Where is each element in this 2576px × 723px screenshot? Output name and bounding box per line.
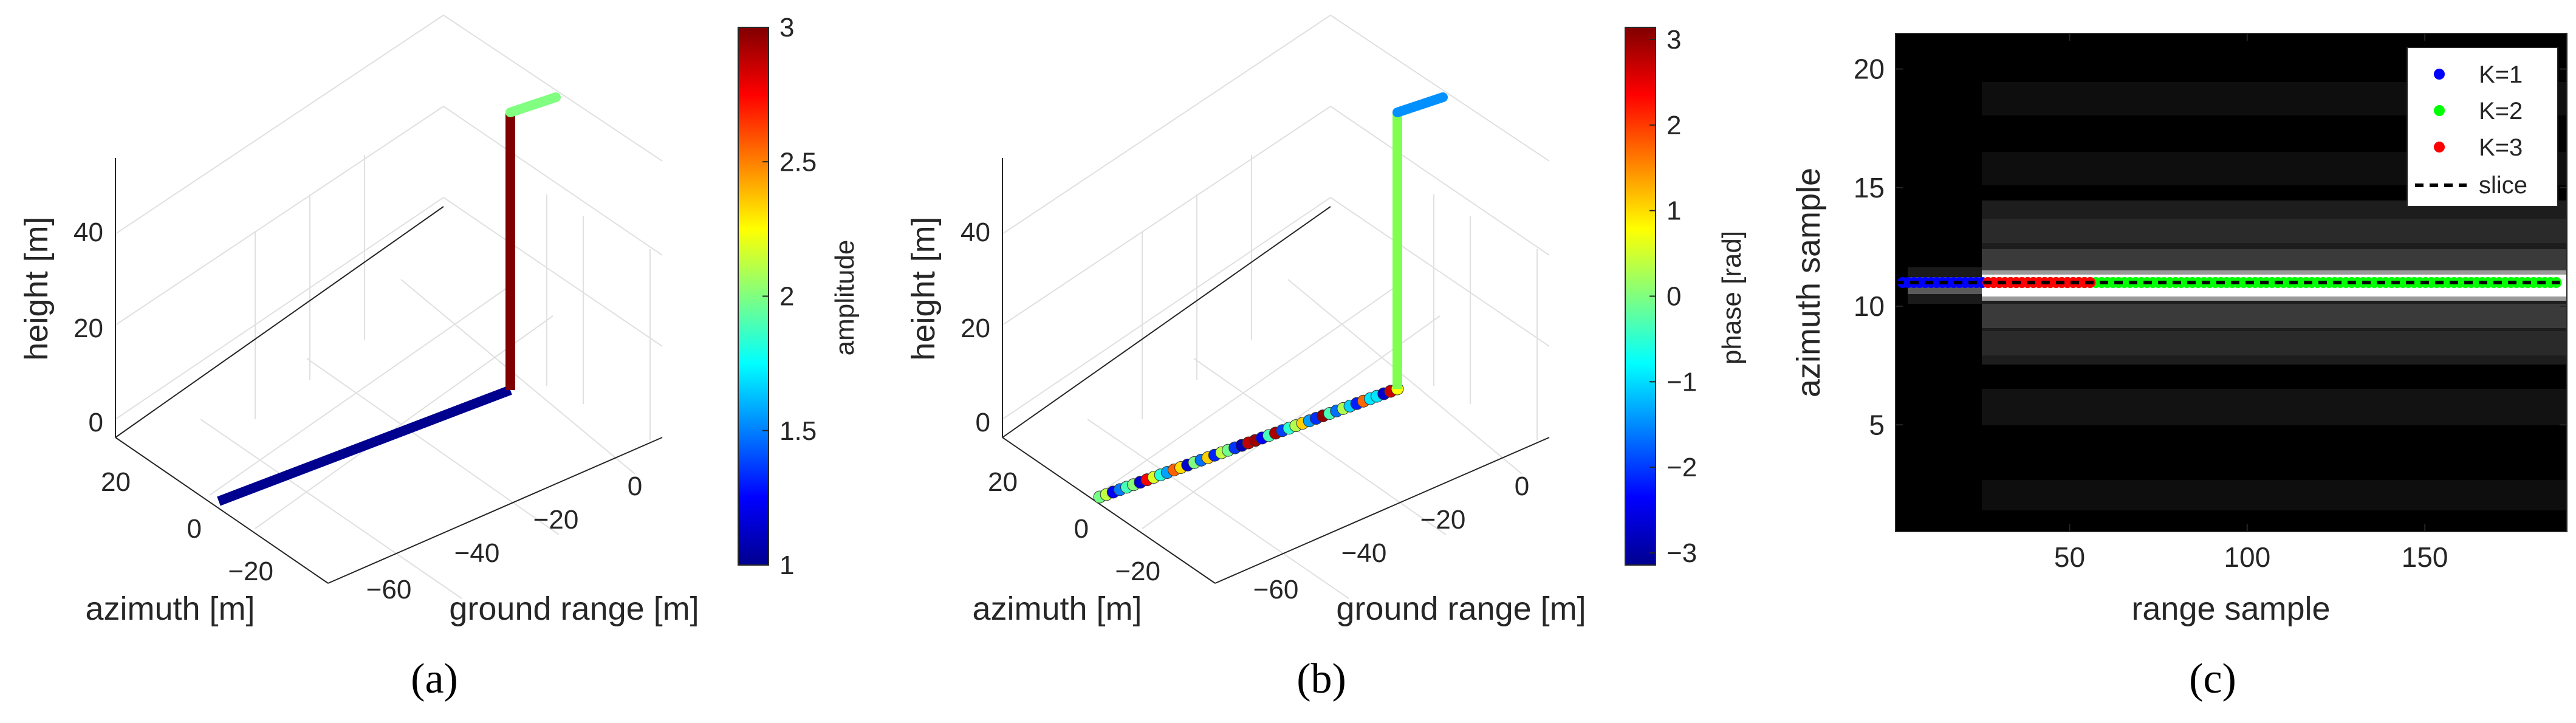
panel-c-xlabel: range sample <box>2131 591 2330 627</box>
panel-b-zlabel: height [m] <box>905 216 942 360</box>
x-tick-label: 100 <box>2224 541 2270 573</box>
panel-b-axes <box>1002 158 1550 584</box>
colorbar-tick-label: 1 <box>1667 196 1681 226</box>
panel-b-zlabel-tick: 20 <box>961 314 990 343</box>
panel-a-zlabel-tick: 0 <box>89 408 103 437</box>
y-tick-label: 10 <box>1854 290 1885 322</box>
panel-b-colorbar-label: phase [rad] <box>1717 231 1747 365</box>
panel-b-top-segment <box>1392 92 1448 117</box>
panel-a-top-segment <box>505 92 561 117</box>
panel-c-series <box>1896 277 2567 288</box>
y-tick-label: 15 <box>1854 172 1885 204</box>
colorbar-tick-label: 2 <box>1667 111 1681 140</box>
panel-b-ylabel: azimuth [m] <box>972 591 1142 627</box>
panel-c-ticks: 50 100 150 5 10 15 20 <box>1854 33 2567 573</box>
y-tick-label: 5 <box>1869 409 1885 440</box>
legend-label-slice: slice <box>2479 172 2527 199</box>
legend-marker-k2 <box>2434 105 2445 116</box>
panel-b-grid <box>1002 15 1550 599</box>
colorbar-tick-label: 1.5 <box>779 416 817 446</box>
legend-label-k3: K=3 <box>2479 134 2523 161</box>
panel-b-ylabel-tick: −20 <box>1115 557 1160 586</box>
panel-b-xlabel-tick: −20 <box>1420 505 1466 535</box>
panel-c-axes-box <box>1895 33 2567 532</box>
x-tick-label: 150 <box>2402 541 2448 573</box>
panel-a-xlabel-tick: −20 <box>533 505 579 535</box>
x-tick-label: 50 <box>2054 541 2085 573</box>
panel-a-zlabel-tick: 40 <box>74 218 103 247</box>
panel-c-legend: K=1 K=2 K=3 slice <box>2406 47 2558 207</box>
panel-a-zlabel-tick: 20 <box>74 314 103 343</box>
legend-label-k2: K=2 <box>2479 98 2523 125</box>
panel-b-xlabel-tick: −60 <box>1253 575 1299 605</box>
panel-a-caption: (a) <box>411 656 458 702</box>
panel-a-ylabel-tick: 0 <box>187 514 202 544</box>
panel-c-caption: (c) <box>2189 656 2236 702</box>
panel-b-zlabel-tick: 0 <box>976 408 990 437</box>
legend-label-k1: K=1 <box>2479 61 2523 88</box>
panel-a-ground-segment <box>217 385 512 506</box>
panel-b-caption: (b) <box>1297 656 1346 702</box>
panel-b: 40 20 0 height [m] 20 0 −20 azimuth [m] … <box>905 15 1747 702</box>
panel-a-xlabel: ground range [m] <box>449 591 699 627</box>
panel-a-xlabel-tick: 0 <box>628 471 642 501</box>
panel-c-ylabel: azimuth sample <box>1790 168 1827 397</box>
panel-b-xlabel: ground range [m] <box>1336 591 1586 627</box>
panel-b-ylabel-tick: 0 <box>1074 514 1089 544</box>
panel-c: 50 100 150 5 10 15 20 range sample azimuth sam… <box>1790 33 2567 702</box>
panel-b-colorbar-ticks: −3 −2 −1 0 1 2 3 <box>1649 25 1697 568</box>
colorbar-tick-label: 2 <box>779 282 794 312</box>
colorbar-tick-label: 3 <box>1667 25 1681 55</box>
panel-a-colorbar-label: amplitude <box>830 240 860 356</box>
panel-b-ground-segment <box>1093 382 1404 504</box>
panel-b-xlabel-tick: 0 <box>1515 471 1529 501</box>
panel-b-zlabel-tick: 40 <box>961 218 990 247</box>
panel-b-xlabel-tick: −40 <box>1341 538 1387 568</box>
colorbar-tick-label: 0 <box>1667 282 1681 312</box>
panel-a-axes <box>115 158 663 584</box>
panel-a-xlabel-tick: −60 <box>366 575 412 605</box>
colorbar-tick-label: 1 <box>779 550 794 580</box>
panel-a-ylabel-tick: 20 <box>101 467 131 497</box>
y-tick-label: 20 <box>1854 53 1885 85</box>
panel-a-grid <box>115 15 663 599</box>
panel-a-ylabel-tick: −20 <box>228 557 273 586</box>
panel-a-colorbar-ticks: 1 1.5 2 2.5 3 <box>762 13 817 580</box>
legend-marker-k3 <box>2434 142 2445 152</box>
colorbar-tick-label: −1 <box>1667 367 1697 397</box>
panel-b-ylabel-tick: 20 <box>988 467 1018 497</box>
panel-a-xlabel-tick: −40 <box>454 538 500 568</box>
colorbar-tick-label: −3 <box>1667 538 1697 568</box>
panel-a-zlabel: height [m] <box>18 216 55 360</box>
colorbar-tick-label: 2.5 <box>779 147 817 177</box>
panel-a: 40 20 0 height [m] 20 0 −20 azimuth [m] … <box>18 13 860 702</box>
panel-a-ylabel: azimuth [m] <box>85 591 255 627</box>
colorbar-tick-label: −2 <box>1667 453 1697 482</box>
colorbar-tick-label: 3 <box>779 13 794 43</box>
legend-marker-k1 <box>2434 69 2445 80</box>
